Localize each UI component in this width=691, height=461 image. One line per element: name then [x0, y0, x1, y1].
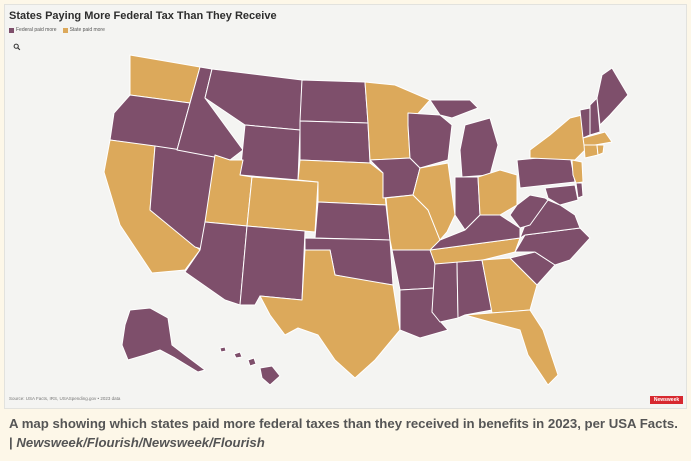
- state-co[interactable]: [246, 176, 319, 233]
- map-title: States Paying More Federal Tax Than They…: [9, 10, 277, 22]
- state-tx[interactable]: [259, 249, 401, 379]
- state-nd[interactable]: [299, 79, 369, 124]
- state-hi-1[interactable]: [259, 365, 281, 386]
- state-mi-up[interactable]: [429, 99, 479, 119]
- figure-caption: A map showing which states paid more fed…: [9, 414, 685, 452]
- state-wi[interactable]: [407, 112, 453, 169]
- newsweek-logo: Newsweek: [650, 396, 683, 404]
- legend-label-federal: Federal paid more: [16, 27, 57, 33]
- state-hi-2[interactable]: [247, 357, 257, 367]
- state-nj[interactable]: [571, 159, 584, 184]
- state-ks[interactable]: [314, 201, 391, 241]
- state-ma[interactable]: [582, 131, 613, 146]
- caption-credit: Newsweek/Flourish/Newsweek/Flourish: [16, 435, 265, 450]
- state-ky[interactable]: [429, 214, 521, 251]
- caption-text: A map showing which states paid more fed…: [9, 416, 678, 431]
- state-mi[interactable]: [459, 117, 499, 178]
- legend-item-state[interactable]: State paid more: [62, 27, 105, 33]
- state-me[interactable]: [596, 67, 629, 126]
- state-nh[interactable]: [589, 97, 601, 136]
- state-fl[interactable]: [464, 309, 559, 386]
- search-icon: [13, 43, 21, 51]
- state-ri[interactable]: [596, 144, 605, 156]
- caption-credit-prefix: |: [9, 435, 17, 450]
- state-nm[interactable]: [239, 225, 306, 306]
- state-wv[interactable]: [509, 194, 549, 229]
- state-il[interactable]: [412, 162, 456, 241]
- state-ak[interactable]: [121, 307, 206, 373]
- state-hi-4[interactable]: [219, 346, 227, 353]
- legend-swatch-state: [62, 27, 68, 33]
- state-ny[interactable]: [529, 114, 586, 161]
- legend-swatch-federal: [9, 27, 14, 33]
- source-note: Source: USA Facts, IRS, USASpending.gov …: [9, 396, 121, 401]
- state-de[interactable]: [575, 182, 584, 199]
- state-hi-3[interactable]: [233, 351, 243, 359]
- state-oh[interactable]: [477, 169, 518, 216]
- legend-item-federal[interactable]: Federal paid more: [9, 27, 57, 33]
- state-ms[interactable]: [431, 261, 459, 323]
- state-md[interactable]: [544, 184, 579, 206]
- state-sd[interactable]: [299, 120, 371, 164]
- state-wa[interactable]: [129, 54, 201, 104]
- state-ar[interactable]: [391, 249, 438, 291]
- legend-label-state: State paid more: [69, 27, 105, 33]
- us-map: [103, 54, 629, 386]
- legend: Federal paid more State paid more: [9, 27, 105, 33]
- state-ct[interactable]: [583, 144, 599, 159]
- zoom-button[interactable]: [10, 40, 24, 54]
- state-wy[interactable]: [239, 124, 301, 181]
